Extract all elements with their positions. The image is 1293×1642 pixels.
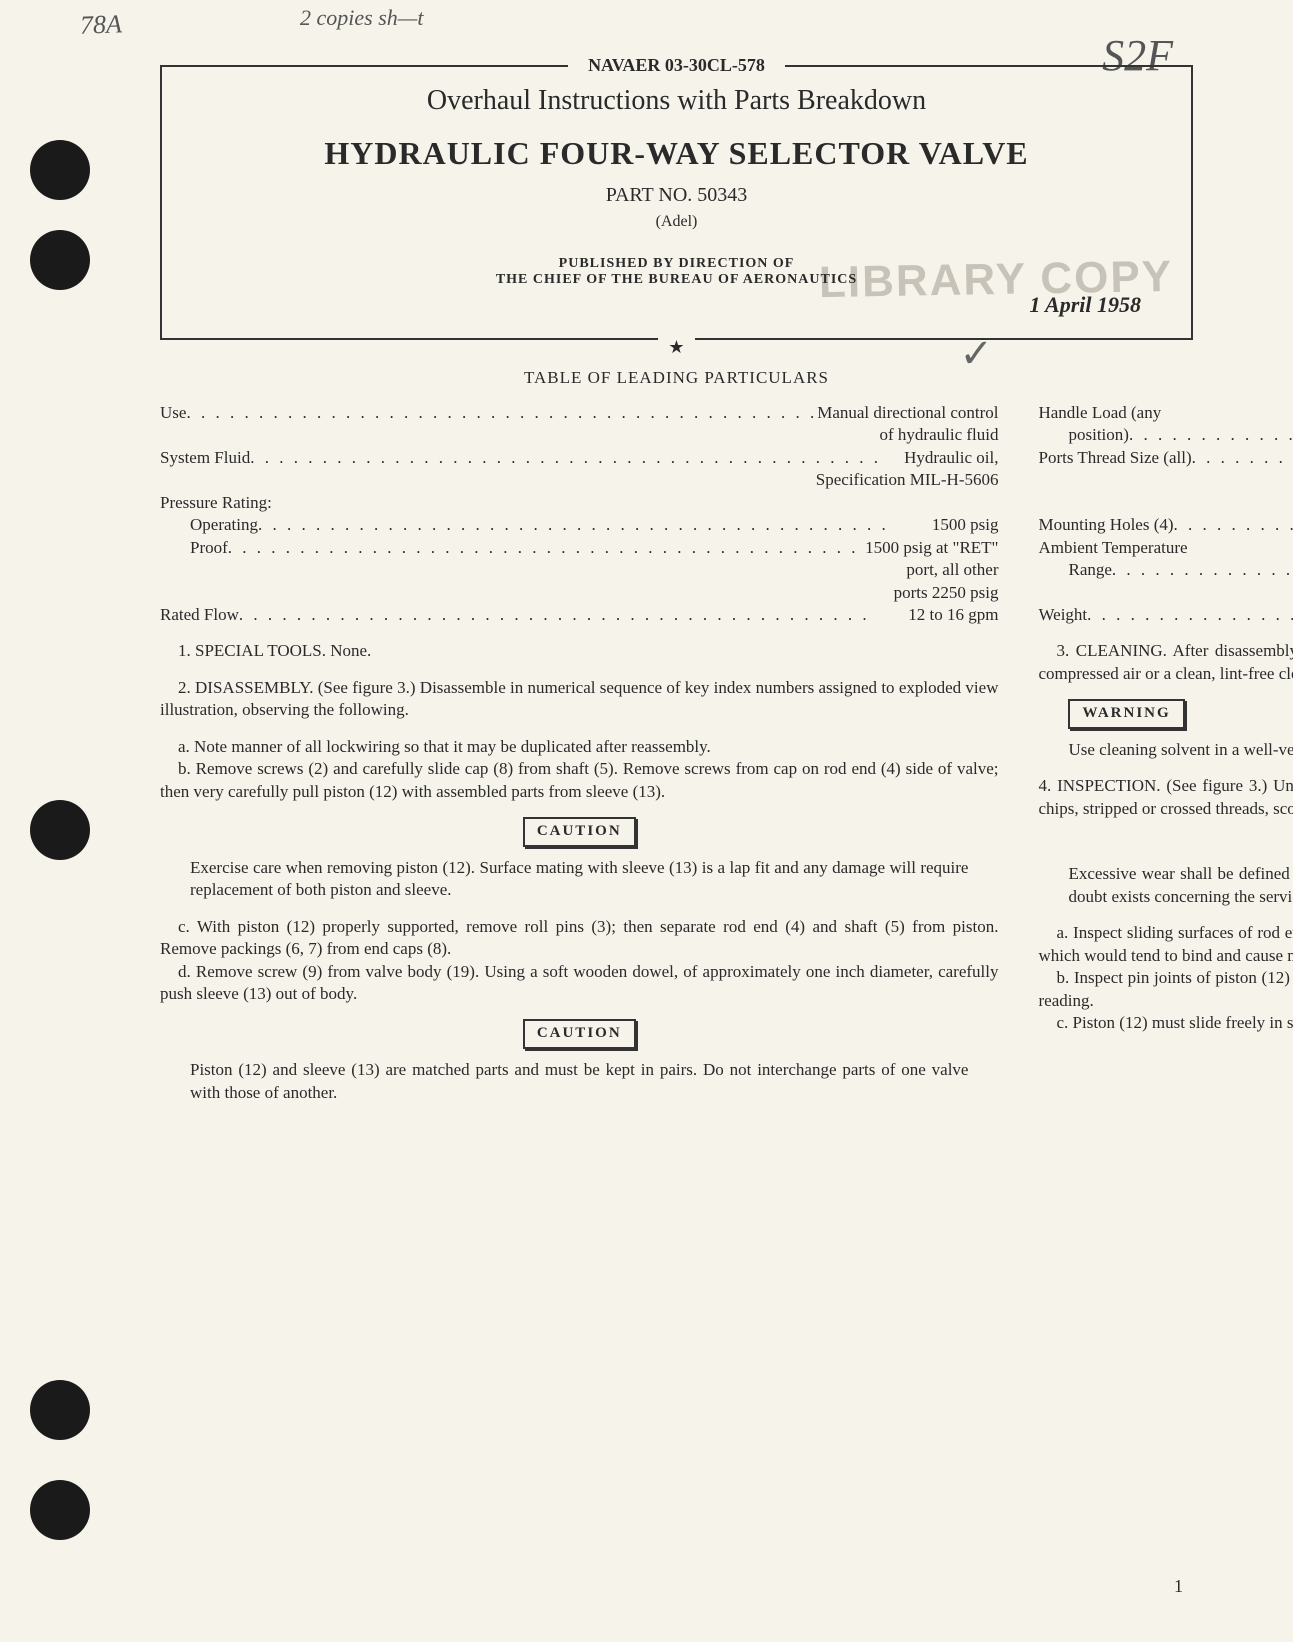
ports-label: Ports Thread Size (all) (1038, 447, 1191, 469)
leader-dots (250, 447, 904, 469)
fluid-value: Hydraulic oil, (904, 447, 998, 469)
use-label: Use (160, 402, 186, 424)
use-cont: of hydraulic fluid (160, 424, 998, 446)
note-text: Excessive wear shall be defined as any o… (1068, 863, 1293, 908)
document-subtitle: Overhaul Instructions with Parts Breakdo… (192, 85, 1161, 117)
punch-hole (30, 1480, 90, 1540)
proof-value: 1500 psig at "RET" (865, 537, 998, 559)
caution-box: CAUTION (523, 1019, 636, 1049)
punch-hole (30, 800, 90, 860)
warning-box: WARNING (1068, 699, 1184, 729)
punch-hole (30, 230, 90, 290)
para-special-tools: 1. SPECIAL TOOLS. None. (160, 640, 998, 662)
operating-label: Operating (190, 514, 258, 536)
leader-dots (1087, 604, 1293, 626)
para-4c: c. Piston (12) must slide freely in slee… (1038, 1012, 1293, 1034)
leader-dots (1174, 514, 1293, 536)
temp-label1: Ambient Temperature (1038, 537, 1293, 559)
para-4b: b. Inspect pin joints of piston (12) for… (1038, 967, 1293, 1012)
operating-value: 1500 psig (932, 514, 999, 536)
document-title: HYDRAULIC FOUR-WAY SELECTOR VALVE (192, 135, 1161, 172)
warning-text: Use cleaning solvent in a well-ventilate… (1068, 739, 1293, 761)
para-cleaning: 3. CLEANING. After disassembly, wash all… (1038, 640, 1293, 685)
flow-value: 12 to 16 gpm (908, 604, 998, 626)
temp-cont: (-65° to +160°F) (1038, 582, 1293, 604)
temp-label2: Range (1068, 559, 1111, 581)
publisher-line2: THE CHIEF OF THE BUREAU OF AERONAUTICS (192, 272, 1161, 288)
proof-cont2: ports 2250 psig (160, 582, 998, 604)
punch-hole (30, 1380, 90, 1440)
header-box: NAVAER 03-30CL-578 Overhaul Instructions… (160, 65, 1193, 340)
para-4a: a. Inspect sliding surfaces of rod end (… (1038, 922, 1293, 967)
particulars-columns: Use Manual directional control of hydrau… (160, 402, 1193, 1118)
page-number: 1 (1174, 1576, 1183, 1597)
table-of-particulars-title: TABLE OF LEADING PARTICULARS (160, 368, 1193, 388)
pressure-label: Pressure Rating: (160, 492, 998, 514)
leader-dots (239, 604, 908, 626)
fluid-cont: Specification MIL-H-5606 (160, 469, 998, 491)
leader-dots (228, 537, 865, 559)
handwriting-annotation: 2 copies sh—t (300, 5, 423, 31)
para-2a: a. Note manner of all lockwiring so that… (160, 736, 998, 758)
leader-dots (1129, 424, 1293, 446)
leader-dots (1112, 559, 1293, 581)
note-label: NOTE (1038, 834, 1293, 855)
leader-dots (186, 402, 817, 424)
particulars-left-column: Use Manual directional control of hydrau… (160, 402, 998, 1118)
proof-label: Proof (190, 537, 228, 559)
ports-cont2: for 3/4 in. tubing (1038, 492, 1293, 514)
document-number: NAVAER 03-30CL-578 (568, 55, 785, 76)
para-inspection: 4. INSPECTION. (See figure 3.) Under str… (1038, 775, 1293, 820)
punch-hole (30, 140, 90, 200)
weight-label: Weight (1038, 604, 1087, 626)
ports-cont1: Specification AND10050 (1038, 469, 1293, 491)
caution-text-1: Exercise care when removing piston (12).… (190, 857, 968, 902)
para-2b: b. Remove screws (2) and carefully slide… (160, 758, 998, 803)
caution-text-2: Piston (12) and sleeve (13) are matched … (190, 1059, 968, 1104)
leader-dots (258, 514, 932, 536)
publication-date: 1 April 1958 (192, 292, 1161, 318)
publisher-line1: PUBLISHED BY DIRECTION OF (192, 256, 1161, 272)
para-disassembly: 2. DISASSEMBLY. (See figure 3.) Disassem… (160, 677, 998, 722)
mount-label: Mounting Holes (4) (1038, 514, 1173, 536)
star-separator: ★ (658, 337, 694, 357)
proof-cont1: port, all other (160, 559, 998, 581)
para-2d: d. Remove screw (9) from valve body (19)… (160, 961, 998, 1006)
handle-label1: Handle Load (any (1038, 402, 1293, 424)
caution-box: CAUTION (523, 817, 636, 847)
leader-dots (1192, 447, 1293, 469)
particulars-right-column: Handle Load (any position) 10 lb max at … (1038, 402, 1293, 1118)
document-page: 78A 2 copies sh—t S2F LIBRARY COPY ✓ NAV… (0, 0, 1293, 1642)
flow-label: Rated Flow (160, 604, 239, 626)
manufacturer: (Adel) (192, 213, 1161, 231)
handwriting-annotation: 78A (79, 9, 122, 40)
use-value: Manual directional control (817, 402, 998, 424)
para-2c: c. With piston (12) properly supported, … (160, 916, 998, 961)
part-number: PART NO. 50343 (192, 184, 1161, 207)
fluid-label: System Fluid (160, 447, 250, 469)
handle-label2: position) (1068, 424, 1128, 446)
